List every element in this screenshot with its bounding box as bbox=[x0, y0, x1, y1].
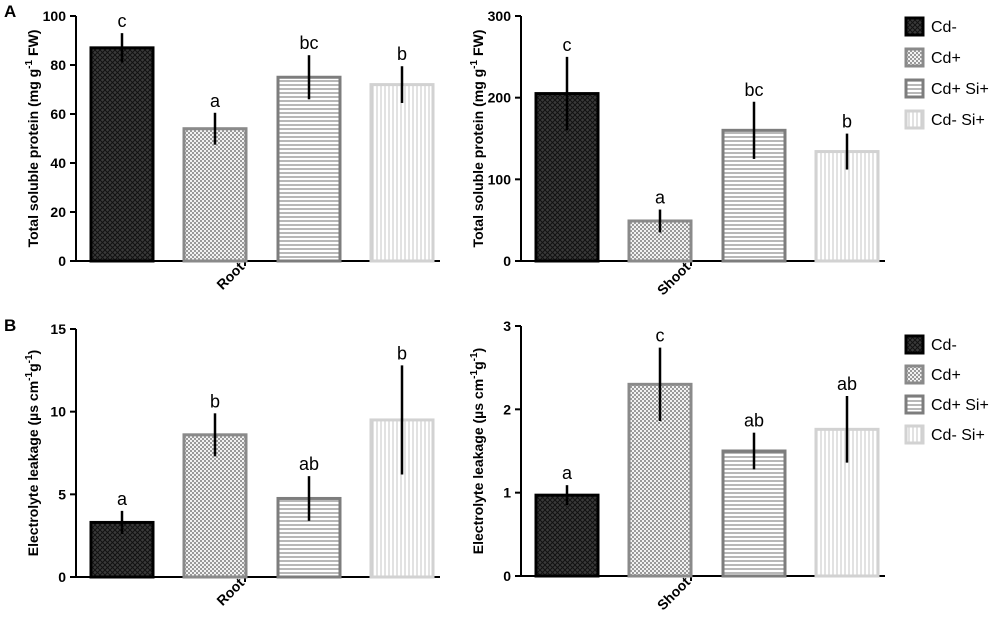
legend-swatch bbox=[904, 16, 925, 37]
legend-label: Cd+ Si+ bbox=[931, 81, 989, 98]
significance-label: bc bbox=[744, 80, 763, 100]
legend-label: Cd- bbox=[931, 337, 957, 354]
legend-label: Cd+ bbox=[931, 50, 961, 67]
y-tick-label: 100 bbox=[488, 171, 512, 187]
y-tick-label: 300 bbox=[488, 8, 512, 24]
y-axis-label: Total soluble protein (mg g-1 FW) bbox=[469, 30, 486, 248]
y-tick-label: 3 bbox=[503, 318, 511, 334]
significance-label: ab bbox=[837, 374, 857, 394]
significance-label: b bbox=[210, 391, 220, 411]
y-tick-label: 100 bbox=[43, 8, 67, 24]
x-axis-label: Shoot bbox=[654, 259, 694, 299]
y-tick-label: 10 bbox=[50, 404, 66, 420]
significance-label: c bbox=[563, 35, 572, 55]
legend-swatch bbox=[904, 109, 925, 130]
legend-label: Cd- Si+ bbox=[931, 112, 985, 129]
significance-label: c bbox=[656, 326, 665, 346]
bar-cd-si- bbox=[276, 75, 342, 263]
y-axis-label: Electrolyte leakage (µs cm-1g-1) bbox=[469, 348, 486, 554]
y-axis-label: Total soluble protein (mg g-1 FW) bbox=[24, 30, 41, 248]
y-axis-label: Electrolyte leakage (µs cm-1g-1) bbox=[24, 350, 41, 556]
x-axis-label: Root bbox=[213, 259, 247, 293]
y-tick-label: 80 bbox=[50, 57, 66, 73]
x-axis-label: Shoot bbox=[654, 574, 694, 614]
legend-panel-a: Cd- Cd+ Cd+ Si+ Cd- Si+ bbox=[904, 16, 989, 130]
y-tick-label: 200 bbox=[488, 90, 512, 106]
y-tick-label: 0 bbox=[58, 253, 66, 269]
legend-label: Cd+ Si+ bbox=[931, 397, 989, 414]
significance-label: ab bbox=[299, 454, 319, 474]
bar-cd-si- bbox=[814, 150, 880, 263]
chart-leakage-shoot: 0 1 2 3 Shoot Electrolyte leakage (µs cm-1g-1… bbox=[469, 318, 885, 613]
legend-label: Cd- Si+ bbox=[931, 427, 985, 444]
y-tick-label: 15 bbox=[50, 321, 66, 337]
bar-cd-si- bbox=[369, 83, 435, 263]
significance-label: b bbox=[397, 44, 407, 64]
legend-panel-b: Cd- Cd+ Cd+ Si+ Cd- Si+ bbox=[904, 334, 989, 445]
legend-label: Cd- bbox=[931, 19, 957, 36]
y-tick-label: 40 bbox=[50, 155, 66, 171]
bar-cd-si- bbox=[721, 128, 787, 263]
legend-swatch bbox=[904, 334, 925, 355]
significance-label: b bbox=[842, 112, 852, 132]
y-tick-label: 0 bbox=[503, 568, 511, 584]
legend-swatch bbox=[904, 394, 925, 415]
chart-protein-shoot: 0 100 200 300 Shoot Total soluble protein (mg… bbox=[469, 8, 885, 298]
panel-label-a: A bbox=[4, 2, 16, 21]
y-tick-label: 0 bbox=[503, 253, 511, 269]
y-tick-label: 0 bbox=[58, 569, 66, 585]
legend-swatch bbox=[904, 78, 925, 99]
y-tick-label: 1 bbox=[503, 485, 511, 501]
significance-label: a bbox=[210, 91, 221, 111]
bar-cd- bbox=[182, 127, 248, 263]
significance-label: a bbox=[655, 188, 666, 208]
significance-label: c bbox=[118, 11, 127, 31]
bar-cd- bbox=[89, 46, 155, 263]
significance-label: b bbox=[397, 343, 407, 363]
bar-cd- bbox=[534, 493, 600, 578]
legend-swatch bbox=[904, 364, 925, 385]
chart-protein-root: 0 20 40 60 80 100 Root Total soluble protein (m… bbox=[24, 8, 440, 293]
y-tick-label: 2 bbox=[503, 401, 511, 417]
significance-label: a bbox=[117, 489, 128, 509]
legend-swatch bbox=[904, 424, 925, 445]
x-axis-label: Root bbox=[213, 575, 247, 609]
legend-label: Cd+ bbox=[931, 367, 961, 384]
chart-leakage-root: 0 5 10 15 Root Electrolyte leakage (µs cm-1g-… bbox=[24, 321, 440, 609]
bar-cd-si- bbox=[721, 449, 787, 578]
panel-label-b: B bbox=[4, 316, 16, 335]
y-tick-label: 60 bbox=[50, 106, 66, 122]
significance-label: ab bbox=[744, 411, 764, 431]
legend-swatch bbox=[904, 47, 925, 68]
significance-label: a bbox=[562, 463, 573, 483]
y-tick-label: 20 bbox=[50, 204, 66, 220]
significance-label: bc bbox=[299, 33, 318, 53]
y-tick-label: 5 bbox=[58, 486, 66, 502]
